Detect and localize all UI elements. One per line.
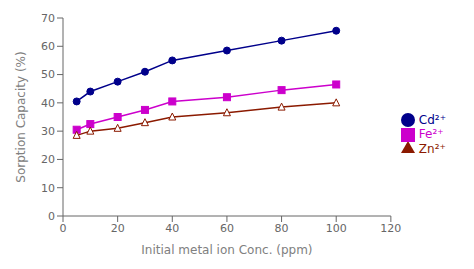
svg-text:120: 120 xyxy=(380,222,401,235)
svg-text:60: 60 xyxy=(220,222,234,235)
svg-text:10: 10 xyxy=(41,182,55,195)
svg-text:30: 30 xyxy=(41,125,55,138)
svg-text:70: 70 xyxy=(41,12,55,25)
svg-text:0: 0 xyxy=(60,222,67,235)
svg-text:0: 0 xyxy=(48,210,55,223)
svg-text:50: 50 xyxy=(41,68,55,81)
html-text:Fe²⁺: Fe²⁺ xyxy=(418,127,444,142)
svg-text:40: 40 xyxy=(41,97,55,110)
svg-text:20: 20 xyxy=(41,153,55,166)
html-text:Zn²⁺: Zn²⁺ xyxy=(418,141,446,156)
svg-text:100: 100 xyxy=(326,222,347,235)
svg-text:80: 80 xyxy=(275,222,289,235)
svg-text:Sorption Capacity (%): Sorption Capacity (%) xyxy=(14,51,28,182)
svg-text:Initial metal ion Conc. (ppm): Initial metal ion Conc. (ppm) xyxy=(141,243,312,257)
html-text:Cd²⁺: Cd²⁺ xyxy=(418,112,446,127)
svg-text:40: 40 xyxy=(165,222,179,235)
svg-text:60: 60 xyxy=(41,40,55,53)
svg-text:20: 20 xyxy=(111,222,125,235)
